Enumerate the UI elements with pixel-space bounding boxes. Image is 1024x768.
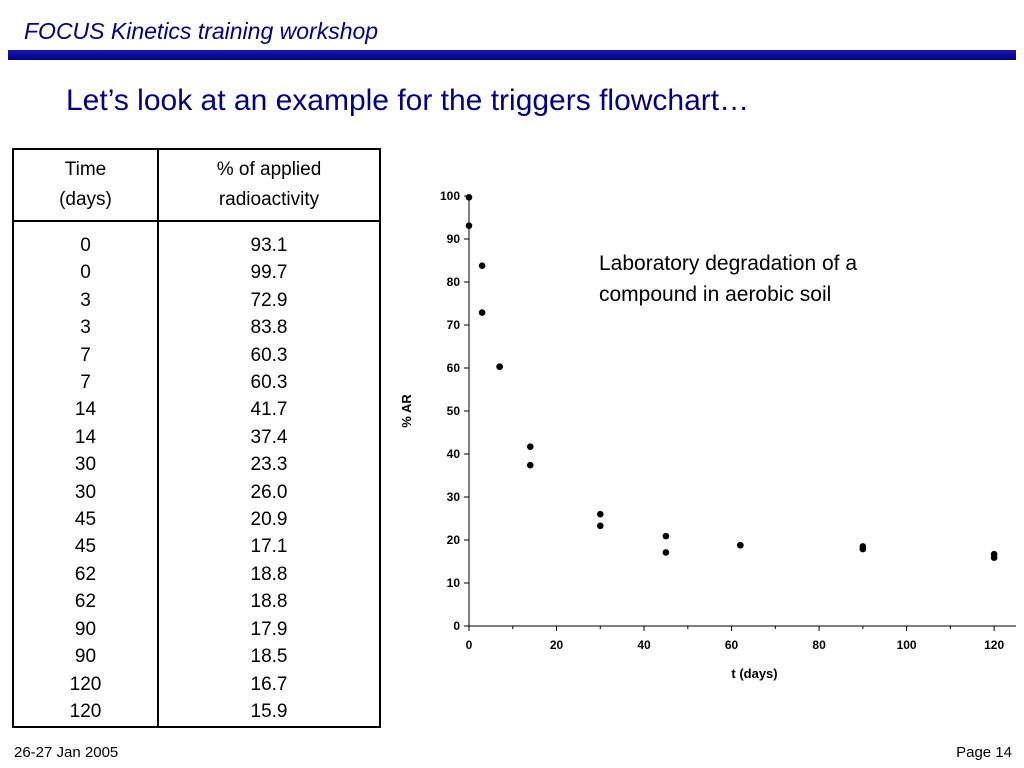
x-axis-label: t (days) [731,666,777,681]
x-tick-label: 80 [812,638,826,652]
x-tick-label: 20 [550,638,564,652]
slide-title: Let’s look at an example for the trigger… [66,84,750,117]
data-point [596,510,604,518]
y-tick-label: 80 [447,275,461,289]
x-tick-label: 40 [637,638,651,652]
y-tick-label: 0 [453,619,460,633]
percent-cell: 17.1 [250,536,288,558]
y-tick-label: 30 [447,490,461,504]
y-tick-label: 90 [447,232,461,246]
time-cell: 7 [80,344,91,366]
time-column: 0 0 3 3 7 7 14 14 30 30 45 45 62 62 90 90 120 120 [12,221,159,728]
percent-cell: 60.3 [250,372,288,394]
data-point [662,532,670,540]
y-tick-label: 100 [440,189,460,203]
y-tick-label: 40 [447,447,461,461]
data-point [596,522,604,530]
time-cell: 0 [80,262,91,284]
percent-cell: 20.9 [250,509,288,531]
header-time-line-1: Time [64,159,107,180]
data-point [526,461,534,469]
percent-cell: 37.4 [250,426,288,448]
data-point [478,309,486,316]
x-tick-label: 0 [466,638,473,652]
header-percent-line-1: % of applied [216,159,322,180]
data-point [496,363,503,371]
time-cell: 90 [74,618,97,640]
header-percent: % of applied radioactivity [157,148,381,222]
data-point [859,543,867,550]
time-cell: 45 [74,536,97,558]
data-point [478,262,486,269]
data-point [990,554,998,561]
header-divider-bar [8,50,1016,60]
x-tick-label: 120 [984,638,1004,652]
percent-cell: 93.1 [250,235,288,256]
header-time: Time (days) [12,148,159,222]
percent-cell: 16.7 [250,673,288,695]
percent-cell: 18.8 [250,591,288,613]
percent-cell: 26.0 [250,481,288,503]
percent-cell: 83.8 [250,317,288,339]
table-header-row: Time (days) % of applied radioactivity [12,148,381,222]
y-tick-label: 50 [447,404,461,418]
annotation-line-2: compound in aerobic soil [599,283,832,306]
time-cell: 62 [74,563,97,585]
data-point [526,443,534,450]
chart-annotation: Laboratory degradation of a compound in … [599,248,939,310]
data-point [465,193,473,201]
time-cell: 14 [74,399,97,421]
data-table: Time (days) % of applied radioactivity 0… [12,148,381,729]
time-cell: 3 [80,317,91,339]
y-tick-label: 10 [447,576,461,590]
y-tick-label: 70 [447,318,461,332]
time-cell: 120 [69,673,102,695]
workshop-title: FOCUS Kinetics training workshop [24,18,379,44]
time-cell: 7 [80,372,91,394]
percent-cell: 17.9 [250,618,288,640]
y-tick-label: 60 [447,361,461,375]
x-tick-label: 60 [725,638,739,652]
x-tick-label: 100 [897,638,917,652]
time-cell: 90 [74,646,97,668]
percent-cell: 99.7 [250,262,288,284]
percent-cell: 23.3 [250,454,288,476]
percent-column: 93.1 99.7 72.9 83.8 60.3 60.3 41.7 37.4 23.3 26.0… [157,221,381,728]
footer-page-number: Page 14 [956,744,1012,761]
percent-cell: 18.8 [250,563,288,585]
y-axis-label: % AR [399,394,414,428]
percent-cell: 41.7 [250,399,288,421]
data-point [465,222,473,229]
annotation-line-1: Laboratory degradation of a [599,252,858,275]
data-point [662,549,670,556]
time-cell: 30 [74,454,97,476]
percent-cell: 72.9 [250,289,288,311]
table-body-row: 0 0 3 3 7 7 14 14 30 30 45 45 62 62 90 90 120 120 93.1 99.… [12,221,381,728]
time-cell: 120 [69,700,102,722]
time-cell: 30 [74,481,97,503]
time-cell: 3 [80,289,91,311]
data-point [737,541,744,549]
percent-cell: 15.9 [250,700,288,722]
percent-cell: 18.5 [250,646,288,668]
time-cell: 45 [74,509,97,531]
header-time-line-2: (days) [59,189,112,210]
time-cell: 14 [74,426,97,448]
header-percent-line-2: radioactivity [218,189,320,210]
percent-cell: 60.3 [250,344,288,366]
y-tick-label: 20 [447,533,461,547]
footer-date: 26-27 Jan 2005 [14,744,119,761]
time-cell: 62 [74,591,97,613]
time-cell: 0 [80,235,91,256]
